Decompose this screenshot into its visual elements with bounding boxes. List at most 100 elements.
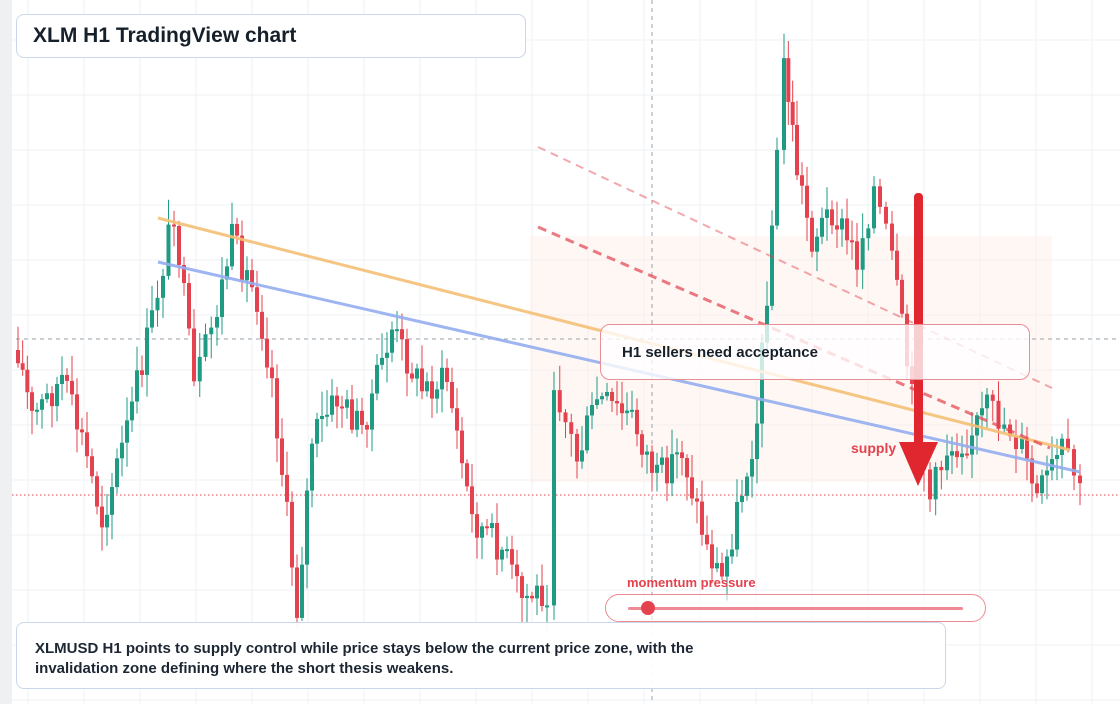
candle-body bbox=[884, 206, 888, 224]
candle-body bbox=[1030, 458, 1034, 484]
candle-body bbox=[680, 452, 684, 459]
candle-body bbox=[260, 311, 264, 339]
candle-body bbox=[390, 329, 394, 353]
candle-body bbox=[500, 549, 504, 560]
candle-body bbox=[840, 218, 844, 230]
candle-body bbox=[933, 466, 938, 500]
candle-body bbox=[569, 422, 574, 434]
candle-body bbox=[50, 393, 54, 407]
candle-body bbox=[715, 563, 719, 569]
candle-body bbox=[515, 564, 519, 577]
candle-body bbox=[990, 394, 995, 401]
candle-body bbox=[540, 585, 544, 606]
candle-body bbox=[845, 218, 849, 241]
candle-body bbox=[105, 514, 109, 528]
candle-body bbox=[640, 434, 644, 455]
candle-body bbox=[177, 226, 181, 265]
candle-body bbox=[825, 209, 829, 218]
candle-body bbox=[295, 567, 299, 618]
candle-body bbox=[595, 399, 599, 406]
candle-body bbox=[895, 250, 899, 280]
candle-body bbox=[625, 410, 629, 414]
candle-body bbox=[695, 498, 699, 502]
candle-body bbox=[270, 367, 274, 379]
candle-body bbox=[660, 457, 664, 465]
candle-body bbox=[815, 236, 819, 252]
candle-body bbox=[820, 217, 824, 237]
callout-box: H1 sellers need acceptance bbox=[600, 324, 1030, 380]
candle-body bbox=[495, 523, 499, 560]
candle-body bbox=[16, 350, 20, 364]
candle-body bbox=[580, 450, 584, 462]
candle-body bbox=[30, 392, 34, 411]
candle-body bbox=[445, 367, 449, 383]
candle-body bbox=[750, 459, 754, 477]
candle-body bbox=[1072, 449, 1076, 476]
candle-body bbox=[985, 394, 989, 409]
candle-body bbox=[850, 240, 854, 243]
candle-body bbox=[65, 374, 69, 381]
candle-body bbox=[878, 186, 882, 207]
candle-body bbox=[192, 328, 196, 382]
candle-body bbox=[305, 490, 309, 565]
candle-body bbox=[35, 409, 39, 412]
candle-body bbox=[255, 287, 259, 312]
candle-body bbox=[209, 327, 214, 335]
slider-knob[interactable] bbox=[640, 601, 655, 615]
candle-body bbox=[95, 476, 99, 507]
candle-body bbox=[1045, 470, 1049, 476]
candle-body bbox=[786, 58, 791, 102]
candle-body bbox=[730, 549, 734, 557]
candle-body bbox=[320, 416, 324, 420]
candle-body bbox=[585, 415, 589, 451]
candle-body bbox=[450, 382, 454, 409]
candle-body bbox=[800, 175, 804, 186]
candle-body bbox=[928, 469, 932, 500]
candle-body bbox=[345, 399, 349, 408]
candle-body bbox=[690, 477, 694, 499]
candle-body bbox=[505, 549, 509, 552]
price-scale-rail bbox=[0, 0, 12, 704]
candle-body bbox=[385, 352, 389, 358]
candle-body bbox=[620, 403, 624, 414]
candle-body bbox=[172, 224, 176, 227]
candle-body bbox=[475, 514, 479, 538]
candle-body bbox=[650, 451, 654, 473]
candle-body bbox=[866, 228, 871, 239]
candle-body bbox=[755, 423, 759, 460]
candle-body bbox=[150, 310, 154, 328]
candle-body bbox=[630, 409, 634, 412]
candle-body bbox=[872, 186, 876, 229]
candle-body bbox=[245, 270, 249, 281]
slider-track bbox=[628, 607, 963, 610]
candle-body bbox=[25, 369, 30, 393]
candle-body bbox=[890, 223, 894, 251]
candle-body bbox=[197, 356, 202, 382]
candle-body bbox=[325, 414, 329, 417]
momentum-slider[interactable] bbox=[605, 594, 986, 622]
candle-body bbox=[490, 523, 494, 529]
candle-body bbox=[85, 432, 89, 457]
candle-body bbox=[996, 400, 1001, 429]
candle-body bbox=[275, 378, 279, 439]
candle-body bbox=[20, 363, 25, 370]
candle-body bbox=[805, 185, 809, 218]
candle-body bbox=[360, 410, 364, 425]
candle-body bbox=[290, 501, 294, 568]
candle-body bbox=[782, 58, 786, 150]
candle-body bbox=[720, 563, 724, 577]
candle-body bbox=[955, 451, 959, 458]
bearish-channel-upper[interactable] bbox=[537, 146, 1053, 389]
candle-body bbox=[465, 463, 469, 487]
candle-body bbox=[830, 209, 834, 226]
candle-body bbox=[605, 392, 609, 397]
candle-body bbox=[135, 370, 139, 402]
candle-body bbox=[900, 279, 904, 314]
candle-body bbox=[470, 486, 474, 515]
candle-body bbox=[939, 466, 944, 471]
candle-body bbox=[115, 458, 119, 488]
candle-body bbox=[60, 374, 64, 384]
arrow-down-icon bbox=[899, 193, 938, 486]
candle-body bbox=[685, 458, 689, 478]
candle-body bbox=[415, 368, 419, 379]
